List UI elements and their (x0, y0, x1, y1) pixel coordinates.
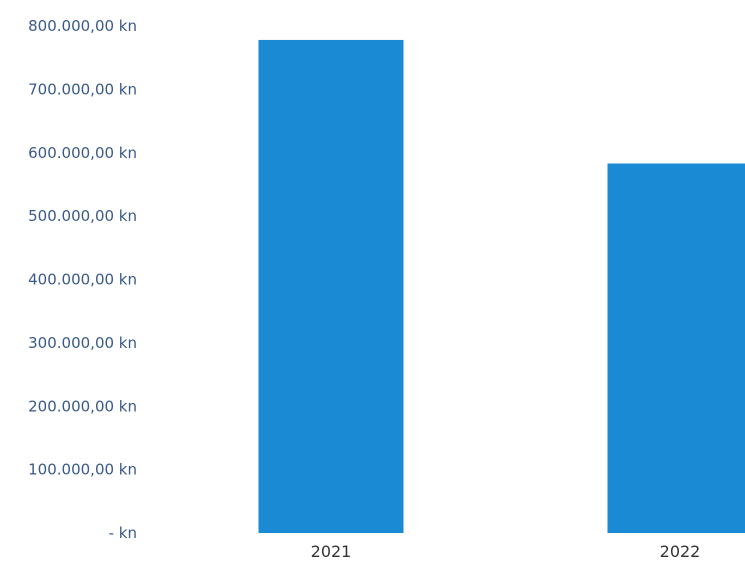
y-tick-label: - kn (109, 524, 137, 542)
bar-2021 (258, 39, 404, 533)
x-axis-category-labels: 2021 2022 (311, 542, 701, 561)
y-tick-label: 400.000,00 kn (28, 271, 137, 289)
y-tick-label: 700.000,00 kn (28, 80, 137, 98)
bar-2022 (607, 163, 745, 533)
x-category-label: 2022 (660, 542, 701, 561)
x-category-label: 2021 (311, 542, 352, 561)
bars (258, 39, 745, 533)
y-tick-label: 800.000,00 kn (28, 17, 137, 35)
y-tick-label: 600.000,00 kn (28, 144, 137, 162)
y-tick-label: 100.000,00 kn (28, 461, 137, 479)
y-axis-tick-labels: - kn 100.000,00 kn 200.000,00 kn 300.000,00… (28, 17, 137, 542)
y-tick-label: 500.000,00 kn (28, 207, 137, 225)
y-tick-label: 300.000,00 kn (28, 334, 137, 352)
y-tick-label: 200.000,00 kn (28, 397, 137, 415)
